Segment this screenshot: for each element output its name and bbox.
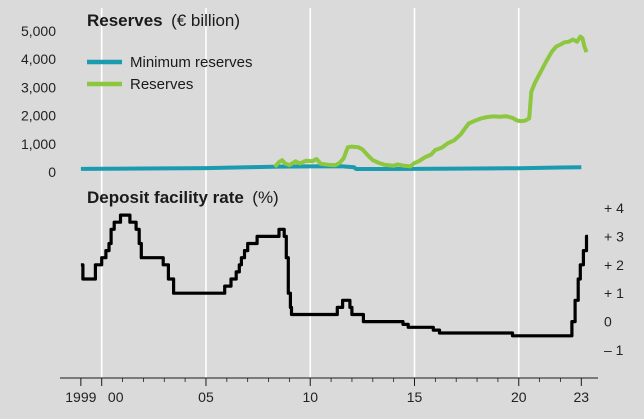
deposit-rate-y-tick-2: + 2 bbox=[604, 257, 624, 273]
reserves-y-tick-4-000: 4,000 bbox=[21, 51, 56, 67]
reserves-y-axis: 5,000 4,000 3,000 2,000 1,000 0 bbox=[21, 23, 56, 180]
vertical-gridlines bbox=[100, 8, 520, 378]
legend-label-minimum-reserves: Minimum reserves bbox=[130, 54, 253, 71]
reserves-panel: Reserves (€ billion) 5,000 4,000 3,000 2,00… bbox=[21, 11, 589, 180]
deposit-rate-title-unit: (%) bbox=[252, 188, 278, 207]
reserves-title-unit: (€ billion) bbox=[171, 11, 240, 30]
reserves-y-tick-1-000: 1,000 bbox=[21, 136, 56, 152]
deposit-rate-panel: Deposit facility rate (%) + 4 + 3 + 2 + 1 0 –… bbox=[80, 188, 624, 358]
x-tick-label-15: 15 bbox=[407, 389, 423, 405]
x-tick-label-23: 23 bbox=[574, 389, 590, 405]
series-line-minimum-reserves bbox=[80, 164, 582, 171]
reserves-panel-title: Reserves (€ billion) bbox=[87, 11, 240, 30]
reserves-y-tick-2-000: 2,000 bbox=[21, 108, 56, 124]
reserves-series-group bbox=[80, 34, 589, 171]
reserves-y-tick-5-000: 5,000 bbox=[21, 23, 56, 39]
series-line-deposit-facility-rate bbox=[80, 213, 589, 338]
deposit-rate-y-tick-1: – 1 bbox=[604, 342, 624, 358]
series-line-reserves bbox=[273, 34, 589, 169]
deposit-rate-y-tick-4: + 4 bbox=[604, 200, 624, 216]
x-axis: 1999 00 05 10 15 20 23 bbox=[65, 378, 589, 405]
reserves-title-main: Reserves bbox=[87, 11, 163, 30]
reserves-y-tick-0: 0 bbox=[48, 164, 56, 180]
deposit-rate-panel-title: Deposit facility rate (%) bbox=[87, 188, 279, 207]
reserves-y-tick-3-000: 3,000 bbox=[21, 79, 56, 95]
x-tick-label-10: 10 bbox=[302, 389, 318, 405]
x-tick-label-05: 05 bbox=[198, 389, 214, 405]
deposit-rate-y-tick-3: + 3 bbox=[604, 228, 624, 244]
x-tick-label-1999: 1999 bbox=[65, 389, 96, 405]
x-tick-label-00: 00 bbox=[108, 389, 124, 405]
legend-label-reserves: Reserves bbox=[130, 76, 193, 93]
legend: Minimum reserves Reserves bbox=[87, 54, 253, 93]
x-tick-label-20: 20 bbox=[511, 389, 527, 405]
deposit-rate-title-main: Deposit facility rate bbox=[87, 188, 244, 207]
deposit-rate-y-tick-1: + 1 bbox=[604, 285, 624, 301]
deposit-rate-series-group bbox=[80, 213, 589, 338]
deposit-rate-y-tick-0: 0 bbox=[604, 314, 612, 330]
deposit-rate-y-axis: + 4 + 3 + 2 + 1 0 – 1 bbox=[604, 200, 624, 358]
